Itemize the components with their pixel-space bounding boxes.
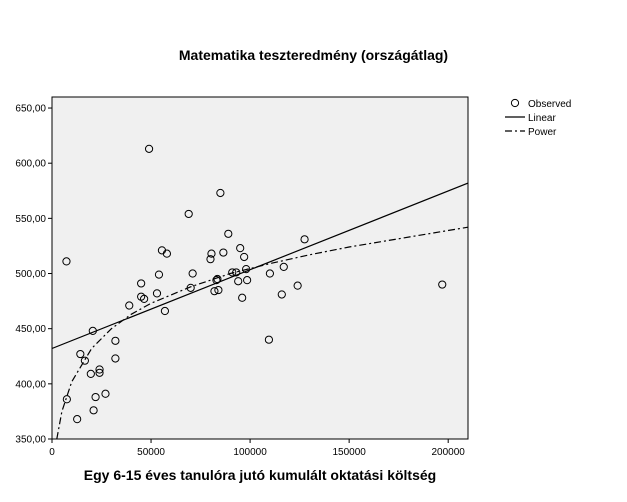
observed-point [213,274,222,284]
legend-observed-marker [510,98,520,108]
observed-point [264,335,274,344]
x-axis-label: Egy 6-15 éves tanulóra jutó kumulált okt… [83,467,437,483]
axes: 350,00 400,00 450,00 500,00 550,00 600,00 650,… [15,104,465,458]
legend-power-label: Power [528,127,557,138]
observed-point [293,281,302,290]
observed-point [279,262,288,271]
observed-point [277,290,286,299]
observed-point [216,188,225,198]
legend-observed-label: Observed [528,99,571,110]
observed-point [73,415,82,424]
legend-linear-label: Linear [528,113,556,124]
observed-point [76,349,85,359]
y-tick-label: 550,00 [15,214,46,225]
observed-point [160,306,170,316]
fit-lines [52,182,468,439]
observed-point [242,265,251,274]
observed-point [212,276,221,285]
observed-point [228,268,237,277]
observed-point [236,244,245,253]
observed-point [95,368,104,377]
observed-point [91,392,100,402]
observed-point [300,235,309,244]
x-tick-label: 50000 [137,447,165,458]
y-tick-label: 650,00 [15,104,46,115]
observed-point [240,252,249,262]
observed-point [184,209,193,219]
chart-title: Matematika teszteredmény (országátlag) [178,47,449,63]
observed-point [111,336,120,345]
observed-point [101,389,110,398]
y-tick-label: 500,00 [15,269,46,280]
observed-point [265,269,275,278]
observed-points [62,144,447,424]
y-tick-label: 350,00 [15,435,46,446]
y-tick-label: 400,00 [15,379,46,390]
observed-point [88,326,97,335]
plot-area [51,96,469,440]
y-tick-label: 450,00 [15,324,46,335]
x-tick-label: 100000 [233,447,267,458]
observed-point [95,365,104,374]
observed-point [152,289,162,298]
observed-point [186,283,195,292]
observed-point [80,356,89,365]
observed-point [89,406,98,415]
power-fit-line [56,226,468,439]
observed-point [86,369,95,379]
observed-point [238,293,247,302]
observed-point [144,144,154,153]
observed-point [125,301,134,310]
observed-point [188,269,197,278]
x-tick-label: 200000 [432,447,466,458]
observed-point [219,248,228,257]
observed-point [207,249,216,258]
observed-point [154,270,164,279]
observed-point [162,249,171,258]
observed-point [243,276,252,285]
observed-point [62,257,71,266]
x-tick-label: 150000 [332,447,366,458]
x-tick-label: 0 [49,447,55,458]
observed-point [62,395,71,404]
y-tick-label: 600,00 [15,159,46,170]
observed-point [234,277,243,286]
observed-point [214,285,223,295]
observed-point [224,229,233,238]
observed-point [140,294,149,303]
observed-point [210,287,219,296]
observed-point [206,255,215,264]
observed-point [137,279,146,288]
observed-point [232,268,241,277]
legend: Observed Linear Power [505,98,571,138]
observed-point [438,280,447,289]
observed-point [111,354,120,363]
